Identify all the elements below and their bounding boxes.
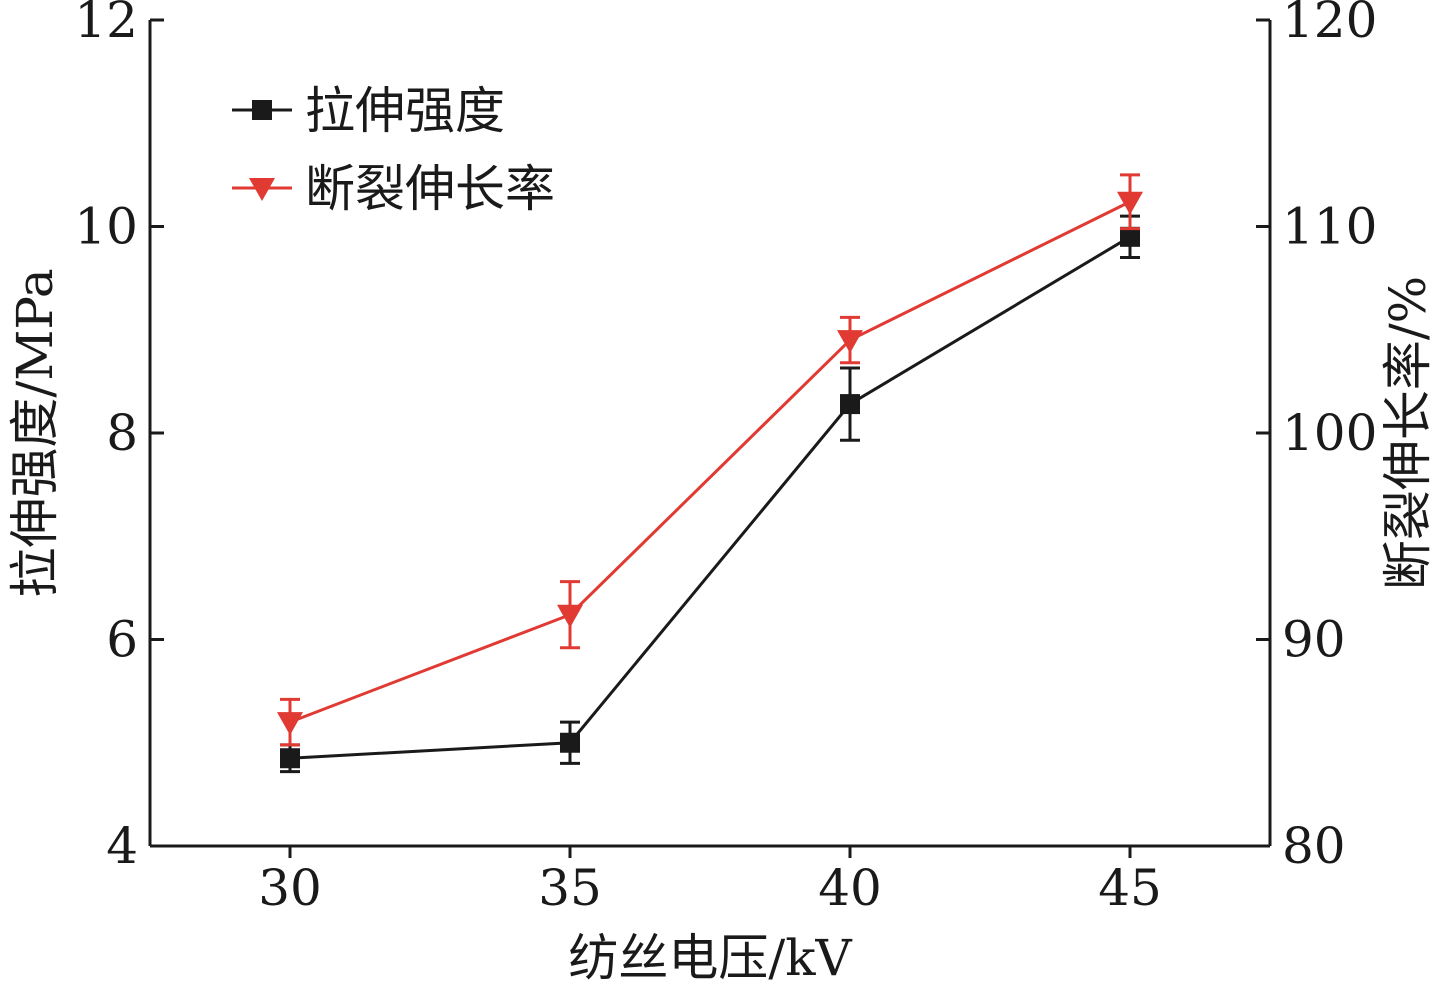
data-point: [1120, 226, 1140, 247]
data-point: [840, 394, 860, 415]
series-0: [280, 214, 1140, 774]
data-point: [560, 732, 580, 753]
right-y-tick-label: 90: [1282, 611, 1346, 669]
right-y-tick-label: 100: [1282, 404, 1377, 462]
x-tick-label: 45: [1098, 859, 1162, 917]
legend-label: 拉伸强度: [305, 82, 505, 140]
left-y-tick-label: 12: [74, 0, 138, 49]
data-point: [280, 748, 300, 769]
data-point: [277, 712, 303, 736]
x-tick-label: 40: [818, 859, 882, 917]
x-axis-title: 纺丝电压/kV: [568, 929, 852, 987]
plot-area: [148, 20, 1272, 848]
legend-label: 断裂伸长率: [305, 160, 555, 218]
legend-item-0: 拉伸强度: [232, 82, 505, 140]
left-y-axis-title: 拉伸强度/MPa: [6, 268, 64, 597]
legend-marker: [252, 100, 272, 120]
x-tick-label: 35: [538, 859, 602, 917]
series-1: [277, 173, 1143, 747]
left-y-tick-label: 4: [106, 817, 138, 875]
data-point: [557, 604, 583, 628]
x-tick-label: 30: [258, 859, 322, 917]
series-line: [289, 200, 1131, 724]
right-y-tick-label: 80: [1282, 817, 1346, 875]
series-layer: [277, 173, 1143, 774]
left-y-tick-label: 10: [74, 198, 138, 256]
left-y-tick-label: 8: [106, 404, 138, 462]
series-line: [289, 235, 1131, 760]
right-y-axis-title: 断裂伸长率/%: [1379, 276, 1437, 590]
left-y-tick-label: 6: [106, 611, 138, 669]
data-point: [837, 330, 863, 354]
data-point: [1117, 191, 1143, 215]
axis-ticks: 30 35 40 45 4 6 8 10 12 80 90 100 110 120: [74, 0, 1377, 917]
right-y-tick-label: 110: [1282, 198, 1377, 256]
right-y-tick-label: 120: [1282, 0, 1377, 49]
legend-marker: [249, 178, 275, 201]
legend-item-1: 断裂伸长率: [232, 160, 555, 218]
